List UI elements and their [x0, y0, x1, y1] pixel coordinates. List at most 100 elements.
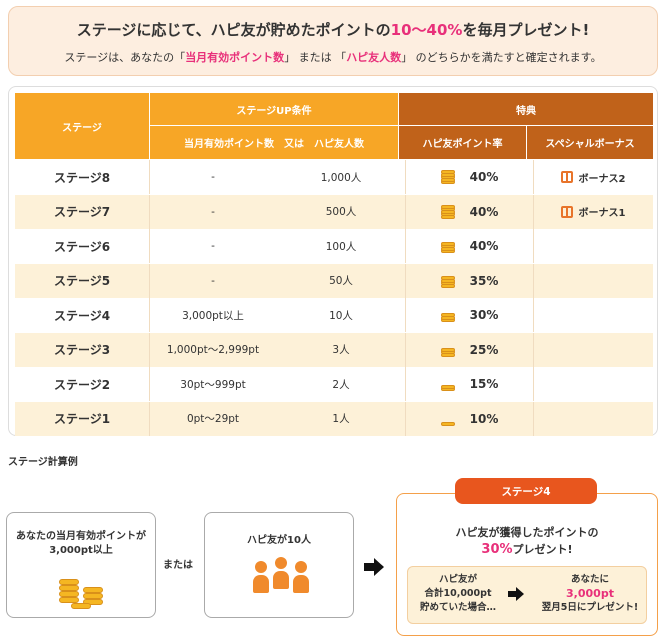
table-row: ステージ4 3,000pt以上 10人 30% [15, 298, 653, 332]
rate-text: 15% [469, 377, 499, 391]
rate-cell: 40% [405, 160, 533, 194]
column-divider [533, 229, 534, 263]
result-example-right: あなたに 3,000pt 翌月5日にプレゼント! [536, 573, 644, 615]
bonus-cell [533, 298, 653, 332]
header-rate: ハピ友ポイント率 [399, 126, 526, 159]
column-divider [533, 263, 534, 298]
points-cell-text: 1,000pt〜2,999pt [166, 344, 260, 356]
banner-title: ステージに応じて、ハピ友が貯めたポイントの10〜40%を毎月プレゼント! [9, 19, 657, 40]
friends-cell-text: 1,000人 [320, 171, 362, 184]
example-points-line2: 3,000pt以上 [49, 545, 113, 556]
result-post: プレゼント! [512, 543, 573, 556]
points-cell-text: - [211, 274, 215, 287]
rate-text: 30% [469, 308, 499, 322]
gift-icon [560, 171, 573, 183]
friends-cell-text: 100人 [325, 240, 357, 253]
rate-cell: 40% [405, 195, 533, 229]
inner-right-line1: あなたに [570, 574, 609, 585]
header-stage: ステージ [15, 93, 149, 159]
points-cell-text: - [211, 171, 215, 183]
friends-cell: 2人 [277, 367, 405, 401]
banner-sub-mid: 」 または 「 [284, 51, 347, 64]
friends-cell: 3人 [277, 333, 405, 367]
coin-stack-icon [440, 274, 456, 288]
stage-cell-text: ステージ7 [53, 205, 111, 219]
coin-stack-icon [440, 170, 456, 184]
points-cell: - [149, 160, 277, 194]
stage-cell-text: ステージ3 [53, 343, 111, 357]
bonus-text: ボーナス2 [578, 173, 626, 185]
rate-cell: 30% [405, 298, 533, 332]
stage-cell: ステージ5 [15, 264, 149, 298]
right-arrow-icon [364, 558, 384, 576]
result-example-panel: ハピ友が 合計10,000pt 貯めていた場合… あなたに 3,000pt 翌月… [407, 566, 647, 624]
friends-cell-text: 50人 [329, 275, 353, 287]
column-divider [405, 332, 406, 367]
column-divider [405, 194, 406, 229]
rate-text: 40% [469, 170, 499, 184]
column-divider [533, 194, 534, 229]
table-row: ステージ5 - 50人 35% [15, 263, 653, 298]
points-cell: - [149, 229, 277, 263]
bonus-cell [533, 402, 653, 436]
points-cell: 30pt〜999pt [149, 367, 277, 401]
result-percent: 30% [481, 542, 513, 557]
column-divider [533, 332, 534, 367]
friends-cell: 1,000人 [277, 160, 405, 194]
header-bonus: スペシャルボーナス [527, 126, 653, 159]
friends-cell-text: 1人 [332, 413, 350, 425]
bonus-cell: ボーナス1 [533, 195, 653, 229]
gift-icon [560, 205, 573, 218]
stage-cell: ステージ6 [15, 229, 149, 263]
friends-cell: 50人 [277, 264, 405, 298]
example-points-line1: あなたの当月有効ポイントが [16, 531, 146, 542]
result-line1: ハピ友が獲得したポイントの [455, 526, 599, 539]
points-cell-text: 3,000pt以上 [182, 309, 244, 322]
rate-text: 25% [469, 342, 499, 357]
friends-cell-text: 2人 [332, 378, 350, 391]
bonus-cell [533, 367, 653, 401]
rate-text: 35% [469, 273, 499, 288]
bonus-text: ボーナス1 [578, 208, 626, 219]
points-cell: - [149, 264, 277, 298]
points-cell: 0pt〜29pt [149, 402, 277, 436]
stage-cell-text: ステージ4 [53, 308, 111, 323]
stage-cell: ステージ4 [15, 298, 149, 332]
rate-text: 40% [469, 239, 499, 253]
header-banner: ステージに応じて、ハピ友が貯めたポイントの10〜40%を毎月プレゼント! ステー… [8, 6, 658, 76]
column-divider [405, 229, 406, 263]
column-divider [149, 367, 150, 401]
example-friends-line1: ハピ友が10人 [247, 535, 311, 546]
inner-right-line2: 3,000pt [566, 587, 614, 600]
coin-stack-icon [440, 308, 456, 322]
people-icon [253, 557, 309, 597]
column-divider [149, 298, 150, 332]
column-divider [405, 160, 406, 194]
points-cell: - [149, 195, 277, 229]
column-divider [405, 298, 406, 332]
bonus-cell [533, 229, 653, 263]
points-cell-text: 30pt〜999pt [180, 378, 246, 391]
table-row: ステージ1 0pt〜29pt 1人 10% [15, 401, 653, 436]
stage-cell-text: ステージ1 [53, 412, 111, 426]
column-divider [533, 367, 534, 401]
inner-right-line3: 翌月5日にプレゼント! [541, 602, 639, 613]
example-friends-box: ハピ友が10人 [204, 512, 354, 618]
rate-text: 10% [469, 411, 499, 426]
small-right-arrow-icon [508, 587, 524, 601]
header-condition: ステージUP条件 [150, 93, 398, 125]
table-row: ステージ7 - 500人 40% ボーナス1 [15, 194, 653, 229]
banner-sub-pre: ステージは、あなたの「 [64, 51, 186, 64]
column-divider [533, 160, 534, 194]
table-row: ステージ3 1,000pt〜2,999pt 3人 25% [15, 332, 653, 367]
bonus-cell [533, 264, 653, 298]
coin-stack-icon [440, 343, 456, 357]
rate-cell: 40% [405, 229, 533, 263]
stage-cell: ステージ7 [15, 195, 149, 229]
points-cell-text: 0pt〜29pt [186, 413, 240, 425]
table-row: ステージ2 30pt〜999pt 2人 15% [15, 367, 653, 401]
banner-title-post: を毎月プレゼント! [462, 21, 590, 39]
example-result-box: ハピ友が獲得したポイントの 30%プレゼント! ハピ友が 合計10,000pt … [396, 493, 658, 636]
coin-stack-icon [440, 239, 456, 253]
banner-sub-points: 当月有効ポイント数 [185, 51, 285, 64]
